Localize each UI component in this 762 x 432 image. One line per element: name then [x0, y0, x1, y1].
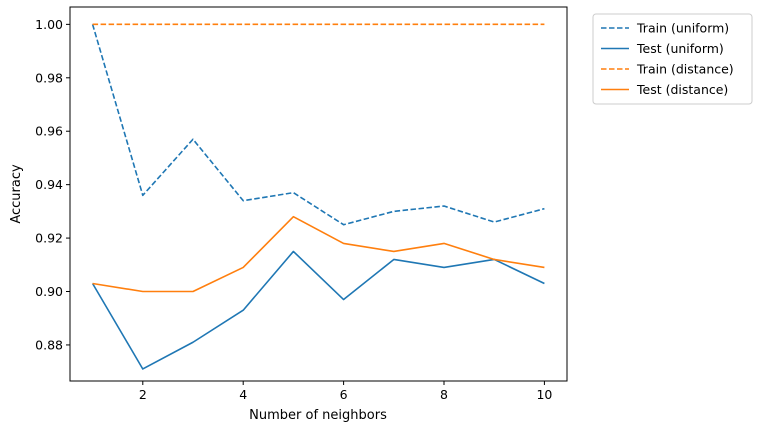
plot-lines: [91, 23, 545, 370]
series-line-train-uniform: [91, 24, 545, 226]
series-line-test-uniform: [91, 250, 545, 370]
x-tick-label: 6: [340, 387, 348, 402]
legend-label-train-uniform: Train (uniform): [636, 21, 729, 36]
y-tick-label: 0.90: [35, 284, 63, 299]
y-tick-label: 0.96: [35, 124, 63, 139]
x-axis-label: Number of neighbors: [249, 408, 387, 423]
y-tick-label: 1.00: [35, 17, 63, 32]
y-tick-label: 0.98: [35, 70, 63, 85]
y-tick-label: 0.94: [35, 177, 63, 192]
x-tick-label: 2: [139, 387, 147, 402]
legend-label-test-uniform: Test (uniform): [636, 41, 724, 56]
x-tick-label: 4: [239, 387, 247, 402]
y-axis-label: Accuracy: [9, 164, 24, 224]
legend-frame: [592, 13, 753, 105]
series-line-test-distance: [92, 215, 545, 293]
x-tick-label: 10: [536, 387, 552, 402]
x-axis: 2 4 6 8 10: [139, 381, 552, 402]
y-tick-label: 0.88: [35, 337, 63, 352]
y-tick-label: 0.92: [35, 231, 63, 246]
legend-label-test-distance: Test (distance): [636, 82, 728, 97]
legend-label-train-distance: Train (distance): [636, 62, 734, 77]
plot-frame: [69, 6, 568, 382]
legend: Train (uniform) Test (uniform) Train (dist…: [592, 13, 753, 105]
y-axis: 0.88 0.90 0.92 0.94 0.96 0.98 1.00: [35, 17, 70, 352]
x-tick-label: 8: [440, 387, 448, 402]
